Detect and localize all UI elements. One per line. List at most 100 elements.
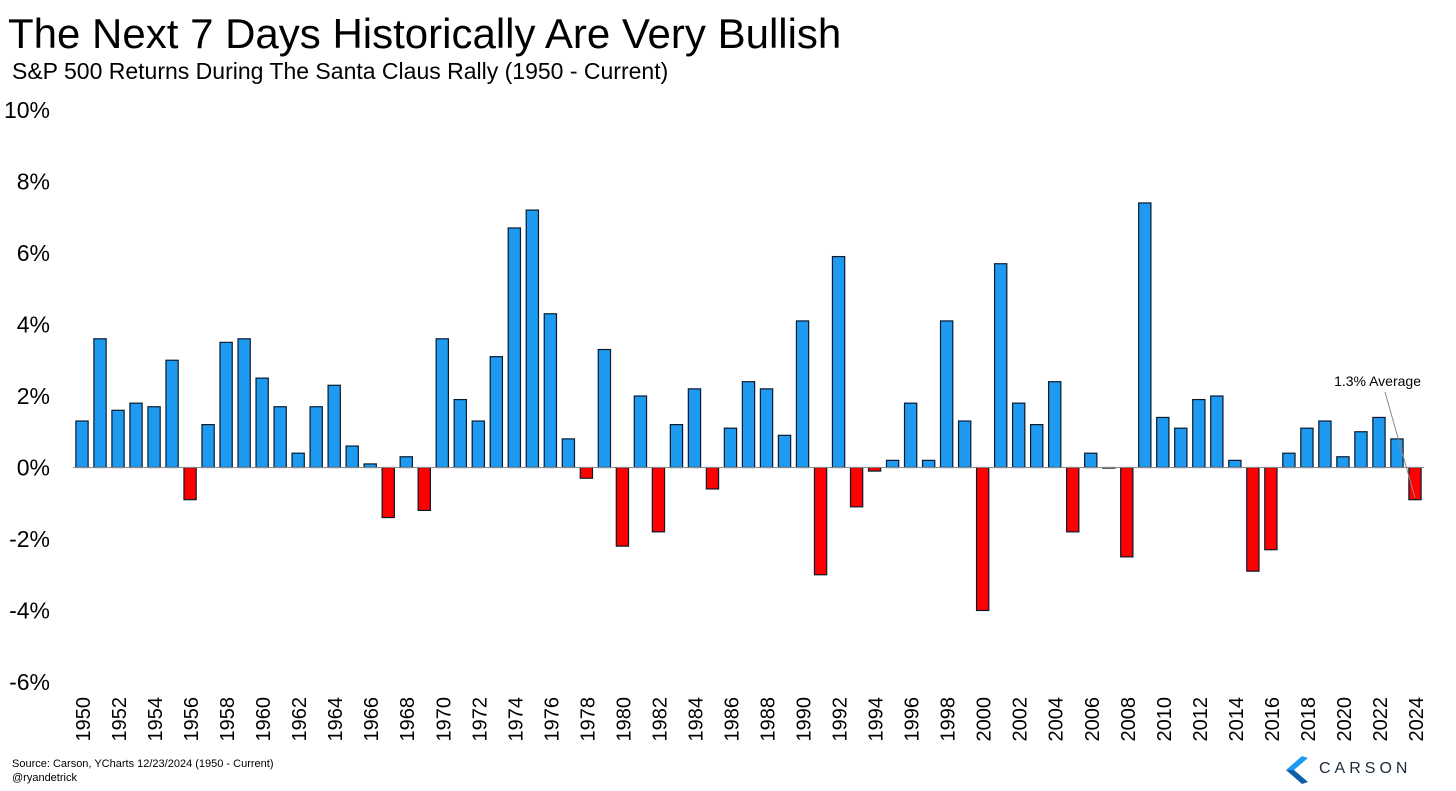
bar-1955 (165, 359, 179, 469)
bar-2016 (1264, 466, 1278, 551)
x-tick-label: 2022 (1370, 697, 1392, 742)
bar-1981 (633, 395, 648, 469)
x-tick-label: 1956 (181, 697, 203, 742)
bar-1958 (219, 341, 233, 469)
bar-1959 (237, 338, 251, 469)
bar-2006 (1084, 452, 1098, 469)
bar-1991 (813, 466, 828, 576)
y-tick-label: -6% (9, 669, 50, 695)
x-tick-label: 1962 (289, 697, 311, 742)
x-tick-label: 1970 (433, 697, 455, 742)
bar-2013 (1210, 395, 1224, 469)
x-tick-label: 2004 (1046, 697, 1068, 742)
bar-1983 (669, 424, 684, 469)
bar-2019 (1318, 420, 1332, 469)
y-tick-label: 0% (17, 455, 50, 481)
x-tick-label: 2020 (1334, 697, 1356, 742)
bar-2011 (1174, 427, 1188, 469)
bar-2005 (1066, 466, 1080, 533)
bar-1970 (435, 338, 449, 469)
bar-1990 (795, 320, 810, 469)
x-tick-label: 1986 (722, 697, 744, 742)
bar-1988 (759, 388, 774, 469)
bar-2014 (1228, 459, 1242, 469)
bar-1969 (417, 466, 431, 512)
x-tick-label: 1974 (505, 697, 527, 742)
bar-2000 (975, 466, 990, 612)
bar-2018 (1300, 427, 1314, 469)
bar-1956 (183, 466, 197, 501)
bar-1980 (615, 466, 630, 547)
x-tick-label: 2006 (1082, 697, 1104, 742)
x-tick-label: 2000 (974, 697, 996, 742)
x-tick-label: 2024 (1406, 697, 1428, 742)
bar-1985 (705, 466, 720, 490)
y-tick-label: -4% (9, 598, 50, 624)
bar-2017 (1282, 452, 1296, 469)
bar-1982 (651, 466, 666, 533)
bar-2015 (1246, 466, 1260, 572)
x-tick-label: 1980 (613, 697, 635, 742)
bar-1962 (291, 452, 305, 469)
x-tick-label: 2018 (1298, 697, 1320, 742)
x-tick-label: 1978 (577, 697, 599, 742)
bar-1977 (561, 438, 576, 469)
author-handle: @ryandetrick (12, 772, 77, 784)
x-tick-label: 1994 (866, 697, 888, 742)
bar-2008 (1120, 466, 1134, 558)
x-tick-label: 1976 (541, 697, 563, 742)
bar-1952 (111, 409, 125, 469)
logo-text: CARSON (1319, 760, 1412, 777)
x-tick-label: 1990 (794, 697, 816, 742)
bar-2021 (1354, 431, 1368, 469)
bar-2001 (993, 263, 1008, 469)
bar-1997 (921, 459, 936, 469)
carson-chevron-icon (1286, 756, 1308, 784)
x-tick-label: 1954 (145, 697, 167, 742)
bar-1975 (525, 209, 540, 469)
bar-1994 (867, 466, 882, 472)
average-annotation: 1.3% Average (1334, 373, 1421, 389)
bar-1957 (201, 424, 215, 469)
bar-1976 (543, 313, 558, 469)
bar-1961 (273, 406, 287, 469)
y-tick-label: 8% (17, 169, 50, 195)
bar-2004 (1047, 381, 1062, 469)
bar-1984 (687, 388, 702, 469)
chart-subtitle: S&P 500 Returns During The Santa Claus R… (12, 58, 669, 84)
carson-logo: CARSON (1282, 754, 1432, 786)
bar-2020 (1336, 456, 1350, 469)
bar-2022 (1372, 416, 1386, 469)
y-tick-label: -2% (9, 526, 50, 552)
y-tick-label: 10% (4, 97, 50, 123)
average-annotation-leader (1384, 391, 1416, 498)
x-tick-label: 1972 (469, 697, 491, 742)
x-tick-label: 1960 (253, 697, 275, 742)
x-tick-label: 1982 (649, 697, 671, 742)
bar-1968 (399, 456, 413, 469)
bar-1953 (129, 402, 143, 469)
x-tick-label: 1964 (325, 697, 347, 742)
y-tick-label: 2% (17, 383, 50, 409)
bar-2023 (1390, 438, 1404, 469)
x-tick-label: 1988 (758, 697, 780, 742)
bar-1995 (885, 459, 900, 469)
bar-1996 (903, 402, 918, 469)
bar-1960 (255, 377, 269, 469)
x-tick-label: 1952 (109, 697, 131, 742)
bar-1972 (471, 420, 486, 469)
bar-1964 (327, 384, 341, 469)
chart-title: The Next 7 Days Historically Are Very Bu… (8, 10, 842, 57)
x-tick-label: 2016 (1262, 697, 1284, 742)
x-tick-label: 1958 (217, 697, 239, 742)
x-tick-label: 1984 (686, 697, 708, 742)
bar-chart: -6% -4% -2% 0% 2% 4% 6% 8% 10% 1950 1952 1954 1956 19… (4, 97, 1428, 742)
x-tick-label: 2012 (1190, 697, 1212, 742)
x-tick-label: 1966 (361, 697, 383, 742)
bar-1998 (939, 320, 954, 469)
bar-1971 (453, 398, 468, 469)
bar-2003 (1029, 424, 1044, 469)
y-tick-label: 4% (17, 312, 50, 338)
source-note: Source: Carson, YCharts 12/23/2024 (1950… (12, 757, 274, 785)
bar-1992 (831, 255, 846, 469)
